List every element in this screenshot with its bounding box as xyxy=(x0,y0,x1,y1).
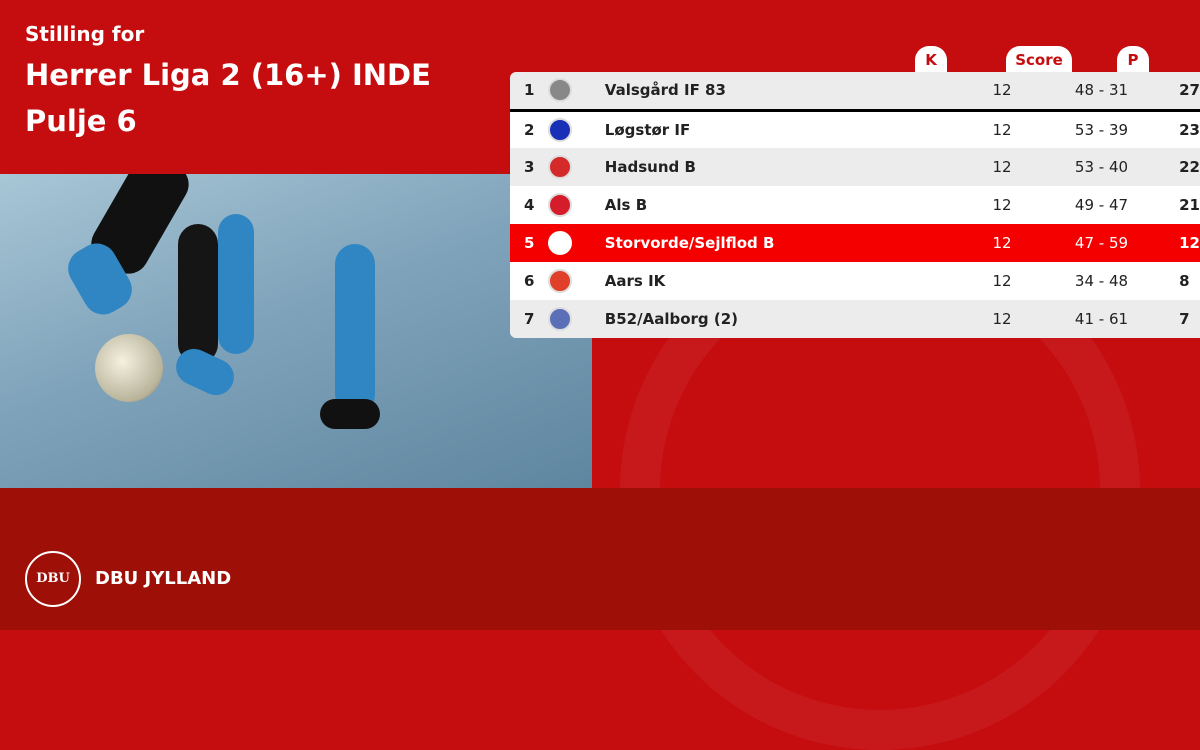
footer-brand: DBU JYLLAND xyxy=(95,568,232,589)
score: 41 - 61 xyxy=(1074,310,1129,328)
matches-played: 12 xyxy=(992,196,1012,214)
team-logo-cell xyxy=(548,148,604,186)
matches-played: 12 xyxy=(992,234,1012,252)
matches-played: 12 xyxy=(992,310,1012,328)
team-name: Valsgård IF 83 xyxy=(604,72,958,112)
team-name: Als B xyxy=(604,196,648,214)
score: 48 - 31 xyxy=(1043,72,1160,112)
team-name: Storvorde/Sejlflod B xyxy=(604,234,775,252)
points: 22 xyxy=(1179,158,1200,176)
table-row: 6 Aars IK 12 34 - 48 8 xyxy=(510,262,1200,300)
table-row: 7 B52/Aalborg (2) 12 41 - 61 7 xyxy=(510,300,1200,338)
team-logo-icon xyxy=(548,269,573,293)
league-title: Herrer Liga 2 (16+) INDE xyxy=(25,58,431,92)
team-logo-icon xyxy=(548,193,573,217)
column-header-score: Score xyxy=(1006,46,1072,74)
table-row: 2 Løgstør IF 12 53 - 39 23 xyxy=(510,110,1200,148)
group-title: Pulje 6 xyxy=(25,104,137,138)
position: 6 xyxy=(524,272,535,290)
column-header-p: P xyxy=(1117,46,1149,74)
score: 49 - 47 xyxy=(1074,196,1129,214)
subtitle: Stilling for xyxy=(25,22,145,46)
team-logo-icon xyxy=(548,231,573,255)
points: 8 xyxy=(1179,272,1190,290)
footer-band xyxy=(0,488,1200,630)
position: 7 xyxy=(524,310,535,328)
points: 12 xyxy=(1179,234,1200,252)
points: 23 xyxy=(1179,120,1200,139)
score: 47 - 59 xyxy=(1074,234,1129,252)
dbu-logo: DBU xyxy=(25,551,81,607)
column-header-k: K xyxy=(915,46,947,74)
team-logo-cell xyxy=(548,262,604,300)
points: 27 xyxy=(1159,72,1200,112)
score: 53 - 39 xyxy=(1074,120,1129,139)
team-logo-cell xyxy=(548,110,604,148)
position: 1 xyxy=(510,72,549,112)
table-row: 1 Valsgård IF 83 12 48 - 31 27 xyxy=(510,72,1200,112)
team-logo-cell xyxy=(548,72,605,112)
position: 2 xyxy=(524,120,535,139)
matches-played: 12 xyxy=(992,158,1012,176)
team-name: Løgstør IF xyxy=(604,120,691,139)
position: 5 xyxy=(524,234,535,252)
standings-table: 1 Valsgård IF 83 12 48 - 31 27 2 Løgstør … xyxy=(510,72,1200,338)
matches-played: 12 xyxy=(992,120,1012,139)
position: 4 xyxy=(524,196,535,214)
score: 34 - 48 xyxy=(1074,272,1129,290)
points: 21 xyxy=(1179,196,1200,214)
table-row: 3 Hadsund B 12 53 - 40 22 xyxy=(510,148,1200,186)
position: 3 xyxy=(524,158,535,176)
team-logo-cell xyxy=(548,186,604,224)
team-logo-icon xyxy=(548,117,573,142)
team-logo-icon xyxy=(548,78,573,103)
team-logo-cell xyxy=(548,224,604,262)
table-row: 4 Als B 12 49 - 47 21 xyxy=(510,186,1200,224)
team-name: B52/Aalborg (2) xyxy=(604,310,739,328)
team-logo-icon xyxy=(548,307,573,331)
team-name: Aars IK xyxy=(604,272,666,290)
futsal-photo xyxy=(0,174,592,488)
team-name: Hadsund B xyxy=(604,158,696,176)
matches-played: 12 xyxy=(992,272,1012,290)
matches-played: 12 xyxy=(957,72,1044,112)
score: 53 - 40 xyxy=(1074,158,1129,176)
team-logo-icon xyxy=(548,155,573,179)
team-logo-cell xyxy=(548,300,604,338)
points: 7 xyxy=(1179,310,1190,328)
table-row: 5 Storvorde/Sejlflod B 12 47 - 59 12 xyxy=(510,224,1200,262)
